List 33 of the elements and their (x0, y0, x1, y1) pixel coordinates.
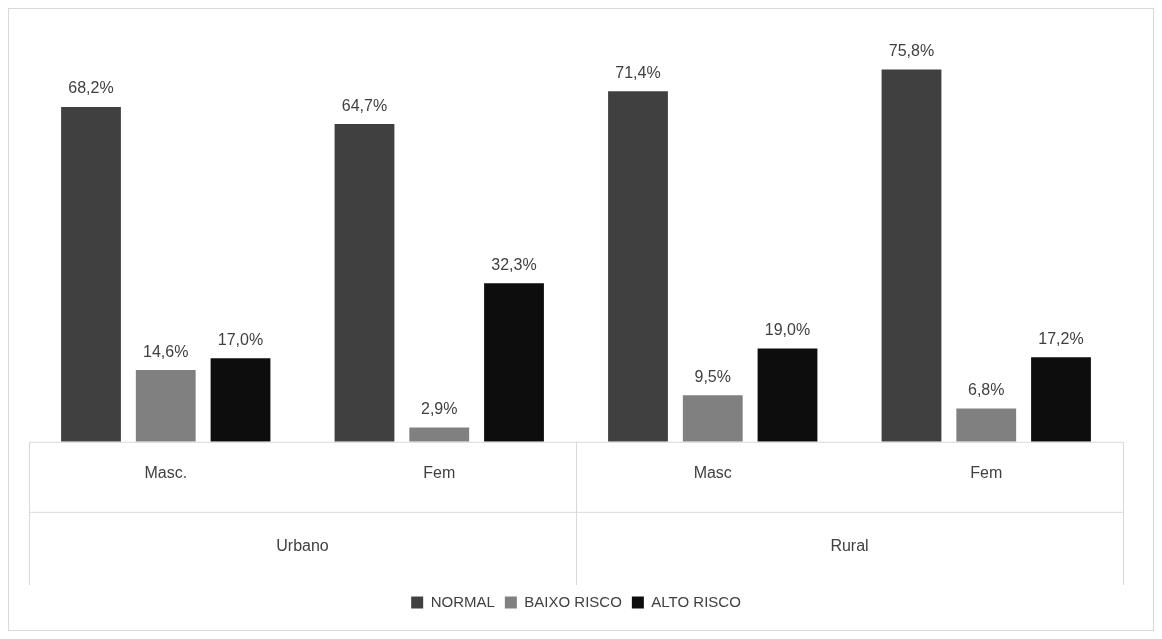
legend-label: BAIXO RISCO (524, 592, 622, 610)
bar (210, 358, 271, 442)
bar (757, 348, 818, 442)
data-label: 17,2% (1038, 329, 1084, 347)
x-tick-label: Masc. (144, 463, 188, 481)
bar (135, 370, 196, 442)
bar (608, 91, 668, 442)
x-tick-label: Masc (693, 463, 732, 481)
data-label: 68,2% (68, 79, 114, 97)
bar (409, 427, 470, 442)
data-label: 75,8% (888, 42, 935, 60)
bar (956, 408, 1017, 442)
data-label: 32,3% (491, 255, 537, 273)
data-label: 19,0% (764, 320, 811, 338)
data-label: 9,5% (694, 367, 731, 385)
data-label: 14,6% (143, 342, 189, 360)
data-label: 2,9% (421, 399, 458, 417)
bar (61, 106, 121, 442)
x-tick-label: Fem (970, 463, 1003, 481)
bar (484, 283, 544, 442)
data-label: 6,8% (968, 380, 1005, 398)
bar (881, 69, 942, 442)
data-label: 17,0% (217, 330, 264, 348)
legend-label: NORMAL (430, 592, 495, 610)
text: Rural (830, 537, 869, 555)
data-label: 64,7% (341, 96, 388, 114)
text: Urbano (276, 537, 329, 555)
bar (334, 124, 395, 442)
legend-label: ALTO RISCO (651, 592, 741, 610)
bar (1031, 357, 1091, 442)
x-tick-label: Fem (423, 463, 456, 481)
bar (682, 395, 743, 442)
data-label: 71,4% (615, 63, 661, 81)
